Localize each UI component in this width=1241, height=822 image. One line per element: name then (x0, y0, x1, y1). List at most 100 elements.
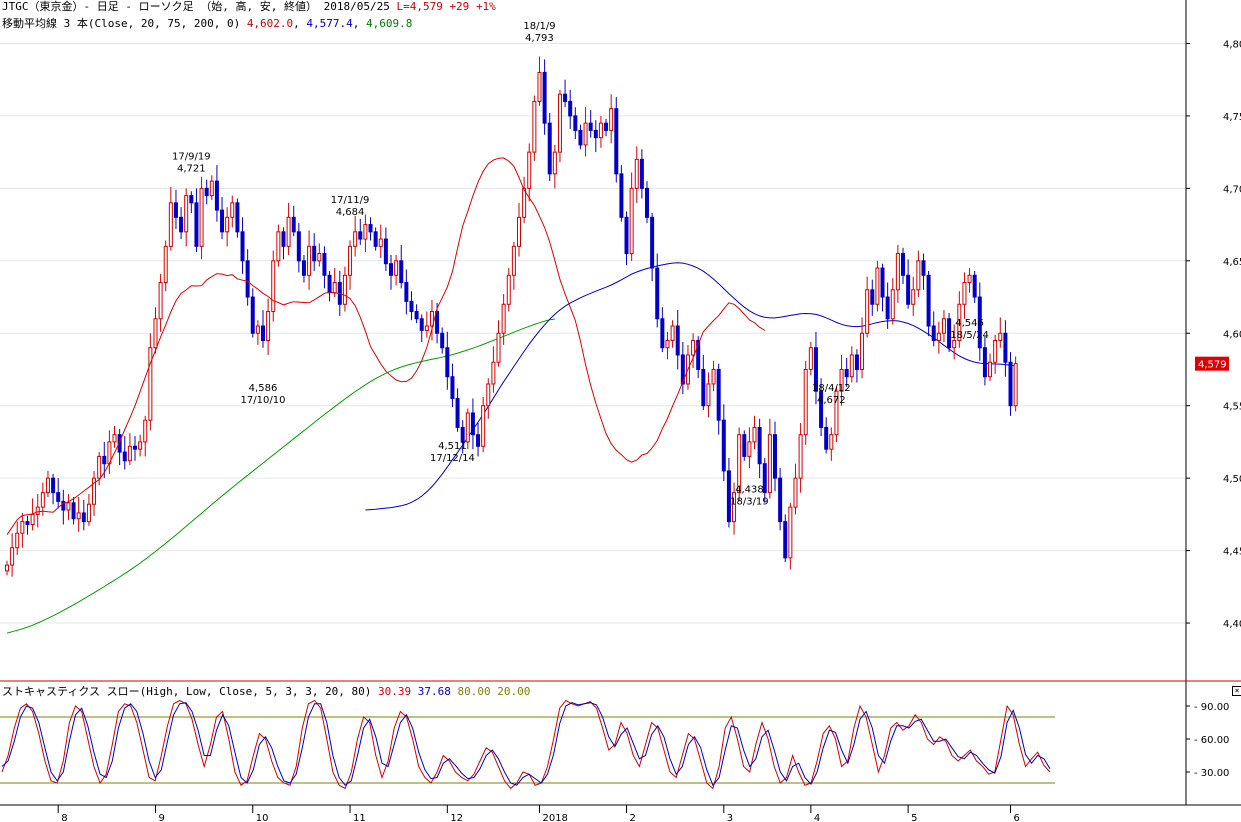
candle-body (522, 187, 527, 218)
candle-body (20, 521, 25, 534)
stoch-lower-level: 20.00 (497, 685, 531, 698)
candle-body (619, 173, 624, 218)
time-tick-label: 2018 (542, 813, 567, 822)
candle-body (716, 368, 721, 421)
annotation-line2: 4,793 (525, 33, 554, 44)
time-tick-label: 2 (630, 813, 636, 822)
sma200-path (6, 318, 555, 634)
candle-body (665, 340, 670, 349)
candle-body (547, 122, 552, 175)
candle-body (578, 129, 583, 146)
candle-body (711, 368, 716, 385)
candle-body (609, 108, 614, 131)
candle-body (752, 426, 757, 443)
candle-body (296, 231, 301, 262)
candle-body (977, 296, 982, 349)
annotation-line1: 4,586 (249, 383, 278, 394)
candle-body (353, 231, 358, 247)
candle-body (250, 296, 255, 334)
candle-body (655, 267, 660, 320)
candle-body (742, 434, 747, 457)
candle-body (854, 354, 859, 370)
candle-body (936, 332, 941, 341)
candle-body (317, 253, 322, 262)
candle-body (926, 274, 931, 327)
candle-body (486, 383, 491, 407)
candle-body (706, 383, 711, 407)
candle-body (76, 512, 81, 520)
candle-body (967, 274, 972, 284)
price-badge-bg (1195, 356, 1229, 371)
gridlines (0, 42, 1186, 624)
candle-body (342, 274, 347, 305)
candle-body (261, 325, 265, 342)
candle-body (588, 122, 593, 131)
candle-body (15, 532, 20, 549)
price-tick-label: 4,550 (1223, 402, 1241, 413)
candle-body (133, 445, 137, 450)
candle-body (747, 441, 752, 457)
candle-body (373, 231, 378, 247)
last-price: L=4,579 (396, 0, 443, 13)
candle-body (435, 311, 440, 334)
candle-body (481, 405, 486, 447)
candle-body (25, 521, 30, 526)
candle-body (542, 71, 547, 124)
candle-body (778, 477, 783, 523)
annotation-line1: 18/1/9 (523, 21, 555, 32)
candle-body (757, 426, 762, 465)
annotation-line1: 17/11/9 (331, 195, 370, 206)
candle-body (947, 318, 952, 349)
stoch-upper-level: 80.00 (457, 685, 491, 698)
candle-body (1003, 332, 1008, 363)
candle-body (988, 361, 993, 378)
candle-body (220, 209, 225, 233)
candle-body (424, 325, 429, 331)
candle-body (168, 202, 173, 247)
candle-body (614, 108, 619, 175)
time-tick-label: 9 (158, 813, 164, 822)
candle-body (184, 195, 189, 233)
candle-body (962, 282, 967, 305)
candle-body (383, 238, 388, 265)
candle-body (322, 253, 327, 276)
candle-body (112, 434, 117, 443)
candle-body (235, 202, 240, 233)
candle-body (604, 122, 609, 131)
sma20-line (6, 157, 766, 535)
candle-body (788, 506, 793, 559)
candle-body (409, 300, 414, 313)
candle-body (204, 187, 209, 197)
sma75-path (365, 262, 1016, 511)
close-icon[interactable]: × (1232, 686, 1241, 696)
candle-body (675, 325, 680, 356)
candle-body (701, 368, 706, 407)
candle-body (225, 216, 230, 233)
candle-body (496, 332, 501, 363)
candle-body (885, 296, 890, 320)
price-tick-label: 4,500 (1223, 474, 1241, 485)
ma75-value: 4,577.4 (306, 17, 353, 30)
candle-body (240, 231, 245, 262)
candle-body (1008, 361, 1013, 407)
candle-body (941, 318, 946, 334)
candle-body (117, 434, 122, 453)
candle-body (865, 289, 870, 334)
annotation-line2: 4,721 (177, 163, 206, 174)
candle-body (890, 289, 895, 320)
candle-body (696, 340, 701, 370)
candle-body (97, 455, 102, 479)
candle-body (563, 93, 568, 102)
price-tick-label: 4,750 (1223, 112, 1241, 123)
candle-body (378, 238, 383, 247)
candle-body (312, 245, 317, 262)
candle-body (153, 318, 158, 349)
candle-body (5, 564, 9, 572)
candle-body (348, 245, 353, 276)
stoch-tick-label: - 60.00 (1194, 735, 1229, 746)
candle-body (670, 325, 675, 342)
candle-body (819, 390, 824, 428)
header-date: 2018/05/25 (323, 0, 390, 13)
candle-body (445, 347, 450, 378)
